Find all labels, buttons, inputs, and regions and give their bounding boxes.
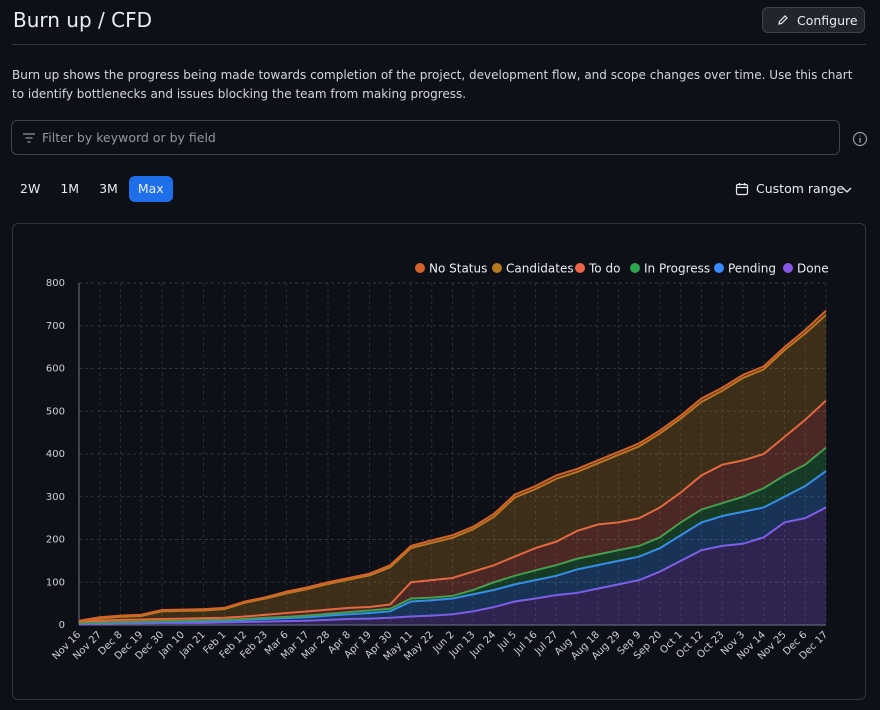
range-tab[interactable]: 3M: [99, 181, 118, 196]
y-tick-label: 300: [46, 492, 65, 503]
legend-swatch: [415, 263, 425, 273]
area: [79, 315, 826, 622]
legend-label: In Progress: [644, 262, 710, 276]
series-line: [78, 314, 827, 623]
series-line: [78, 399, 827, 623]
y-tick-label: 400: [46, 449, 65, 460]
y-tick-label: 600: [46, 364, 65, 375]
legend-swatch: [714, 263, 724, 273]
legend-swatch: [575, 263, 585, 273]
y-tick-label: 700: [46, 321, 65, 332]
filter-input[interactable]: Filter by keyword or by field: [11, 120, 840, 155]
series-line: [78, 446, 827, 624]
legend-label: No Status: [429, 262, 487, 276]
calendar-icon: [735, 183, 749, 196]
range-tab[interactable]: 1M: [60, 181, 80, 196]
area: [79, 471, 826, 625]
chart-panel: [12, 223, 866, 700]
custom-range[interactable]: Custom range: [756, 181, 845, 196]
legend-swatch: [783, 263, 793, 273]
y-tick-label: 200: [46, 535, 65, 546]
area: [79, 447, 826, 624]
series-line: [78, 310, 827, 622]
x-tick-label: Jul 16: [511, 629, 539, 657]
legend-label: To do: [588, 262, 620, 276]
range-tab[interactable]: 2W: [20, 181, 41, 196]
legend-swatch: [492, 263, 502, 273]
y-tick-label: 500: [46, 406, 65, 417]
series-line: [78, 506, 827, 626]
divider: [12, 44, 866, 45]
legend-label: Pending: [728, 262, 776, 276]
range-tab[interactable]: Max: [128, 176, 173, 202]
description: Burn up shows the progress being made to…: [12, 68, 853, 101]
configure-button[interactable]: Configure: [762, 7, 865, 33]
info-icon[interactable]: [852, 131, 868, 147]
legend-label: Done: [797, 262, 829, 276]
pencil-icon: [778, 15, 788, 25]
y-tick-label: 0: [59, 620, 65, 631]
page-title: Burn up / CFD: [13, 8, 152, 32]
legend-swatch: [630, 263, 640, 273]
chevron-icon: [842, 187, 852, 193]
area: [79, 507, 826, 625]
y-tick-label: 100: [46, 577, 65, 588]
filter-icon: [23, 133, 35, 143]
legend-label: Candidates: [506, 262, 574, 276]
range-tabs: 2W 1M 3M Max: [11, 176, 173, 202]
y-tick-label: 800: [46, 278, 65, 289]
